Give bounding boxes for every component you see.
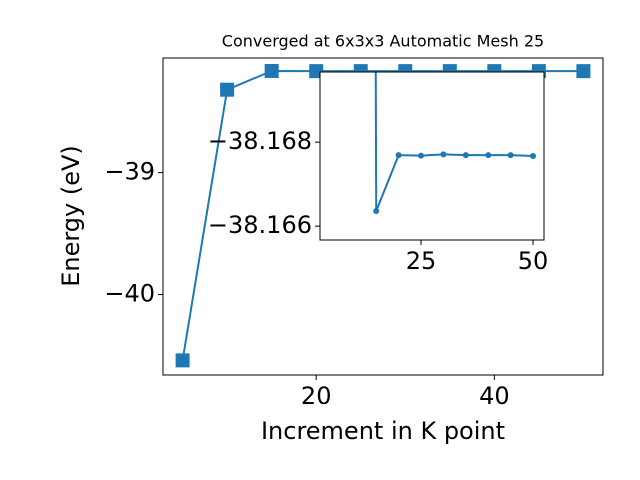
y-tick-label: −38.166	[208, 211, 312, 239]
chart-title: Converged at 6x3x3 Automatic Mesh 25	[222, 32, 544, 51]
x-tick-label: 50	[518, 247, 549, 275]
x-tick-label: 25	[406, 247, 437, 275]
data-point	[373, 208, 380, 215]
data-point	[440, 151, 447, 158]
data-point	[395, 152, 402, 159]
data-point	[264, 63, 279, 78]
x-axis-label: Increment in K point	[261, 417, 505, 445]
data-line	[181, 69, 584, 361]
data-point	[418, 152, 425, 159]
data-point	[507, 152, 514, 159]
data-point	[175, 353, 190, 368]
y-tick-label: −40	[104, 280, 155, 308]
x-tick-label: 40	[479, 382, 510, 410]
y-tick-label: −39	[104, 158, 155, 186]
data-point	[530, 153, 537, 159]
data-point	[576, 64, 591, 79]
axes-frame	[162, 57, 604, 376]
data-point	[220, 82, 235, 97]
data-point	[462, 152, 469, 159]
axes-frame	[319, 71, 545, 241]
data-point	[485, 152, 492, 159]
plot-clip	[373, 72, 537, 215]
x-tick-label: 20	[301, 382, 332, 410]
y-axis-label: Energy (eV)	[57, 145, 85, 287]
data-line	[374, 72, 534, 212]
y-tick-label: −38.168	[208, 127, 312, 155]
